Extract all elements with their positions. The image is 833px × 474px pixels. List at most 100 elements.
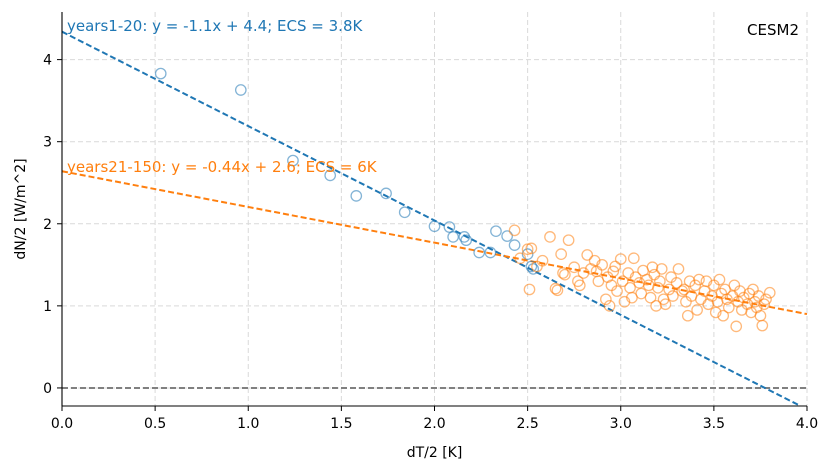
x-tick-label: 4.0 <box>796 416 818 432</box>
early-fit-line <box>61 30 801 407</box>
tick-labels: 0.0 0.5 1.0 1.5 2.0 2.5 3.0 3.5 4.0 0 1 2 3 4 <box>43 53 818 432</box>
late-data-point <box>603 300 616 312</box>
early-data-point <box>490 225 502 238</box>
late-data-point <box>562 234 575 247</box>
y-tick-label: 4 <box>43 53 52 69</box>
late-data-point <box>525 242 538 255</box>
late-data-point <box>752 290 765 302</box>
late-data-point <box>609 260 622 273</box>
model-label: CESM2 <box>747 21 799 39</box>
late-data-point <box>760 293 772 306</box>
early-data-point <box>460 234 473 247</box>
early-data-point <box>350 190 363 202</box>
late-data-point <box>626 291 638 304</box>
late-data-point <box>698 285 711 297</box>
late-data-point <box>559 268 571 281</box>
late-data-point <box>614 253 627 265</box>
late-data-point <box>652 281 664 294</box>
late-data-point <box>568 261 581 274</box>
late-data-point <box>650 300 662 312</box>
early-data-point <box>287 154 299 167</box>
late-data-point <box>629 271 642 283</box>
axes <box>57 12 808 411</box>
late-data-point <box>605 279 618 292</box>
x-axis-label: dT/2 [K] <box>407 445 463 461</box>
late-data-point <box>627 252 640 265</box>
late-data-point <box>758 298 771 311</box>
early-data-point <box>154 67 167 80</box>
late-data-point <box>654 275 666 288</box>
late-data-point <box>555 248 568 260</box>
late-data-point <box>659 298 672 311</box>
late-data-point <box>693 273 705 286</box>
early-data-point <box>398 206 411 219</box>
data-points <box>154 67 776 333</box>
early-data-point <box>473 246 486 259</box>
late-data-point <box>557 267 569 279</box>
late-data-point <box>549 282 562 295</box>
late-data-point <box>599 293 612 306</box>
early-data-point <box>447 231 459 243</box>
late-data-point <box>730 320 743 333</box>
late-data-point <box>667 290 679 302</box>
late-data-point <box>681 309 694 322</box>
late-data-point <box>689 279 702 292</box>
early-data-point <box>234 84 247 96</box>
late-data-point <box>508 224 521 237</box>
late-data-point <box>596 258 608 271</box>
y-tick-label: 2 <box>43 217 52 233</box>
late-data-point <box>691 304 703 316</box>
late-data-point <box>536 254 549 267</box>
late-fit-line <box>61 170 808 316</box>
late-data-point <box>722 301 735 314</box>
late-data-point <box>551 284 564 297</box>
early-data-point <box>380 187 392 200</box>
late-data-point <box>544 231 556 243</box>
x-tick-label: 0.5 <box>144 416 166 432</box>
late-data-point <box>728 279 741 292</box>
y-axis-label: dN/2 [W/m^2] <box>13 158 29 259</box>
early-data-point <box>484 246 497 259</box>
early-data-point <box>508 239 521 251</box>
late-data-point <box>611 285 623 297</box>
grid-lines <box>61 12 808 406</box>
regression-lines <box>61 30 808 407</box>
late-data-point <box>644 291 657 304</box>
late-data-point <box>655 263 668 275</box>
late-data-point <box>713 273 726 286</box>
late-data-point <box>756 319 769 332</box>
late-data-point <box>581 249 594 261</box>
late-data-point <box>754 309 767 322</box>
late-data-point <box>680 295 692 308</box>
late-data-point <box>648 268 661 281</box>
late-data-point <box>672 263 685 275</box>
x-tick-label: 1.5 <box>330 416 352 432</box>
late-data-point <box>646 261 659 274</box>
y-tick-label: 1 <box>43 299 52 315</box>
x-tick-label: 0.0 <box>51 416 73 432</box>
x-tick-label: 2.0 <box>423 416 445 432</box>
late-data-point <box>616 275 629 288</box>
early-fit-annotation: years1-20: y = -1.1x + 4.4; ECS = 3.8K <box>67 17 363 35</box>
x-tick-label: 3.0 <box>610 416 632 432</box>
early-data-point <box>443 221 456 233</box>
late-data-point <box>573 279 586 292</box>
x-tick-label: 2.5 <box>516 416 538 432</box>
early-data-point <box>324 169 337 182</box>
late-data-point <box>678 283 690 296</box>
late-data-point <box>665 271 677 283</box>
late-data-point <box>670 277 683 289</box>
y-tick-label: 0 <box>43 381 52 397</box>
late-data-point <box>514 252 527 265</box>
late-data-point <box>663 283 676 296</box>
y-tick-label: 3 <box>43 135 52 151</box>
late-data-point <box>721 293 733 306</box>
early-data-point <box>428 220 441 233</box>
early-data-point <box>525 260 538 273</box>
late-data-point <box>763 286 776 299</box>
early-data-point <box>501 230 513 242</box>
late-data-point <box>676 285 689 297</box>
late-data-point <box>523 283 536 296</box>
late-data-point <box>717 309 730 322</box>
